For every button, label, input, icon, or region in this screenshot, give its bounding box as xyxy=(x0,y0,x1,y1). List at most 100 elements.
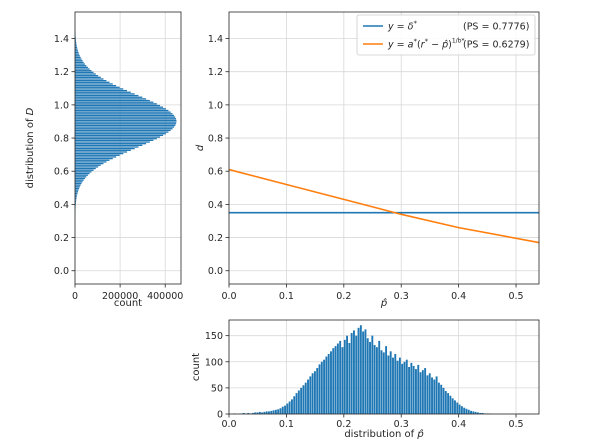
bottom-hist-bar xyxy=(330,351,332,414)
left-hist-bar xyxy=(75,199,77,201)
bottom-hist-bar xyxy=(421,370,424,414)
bottom-hist-bar xyxy=(341,347,344,414)
main-y-tick-label: 0.8 xyxy=(208,134,223,145)
bottom-hist-bar xyxy=(302,385,305,414)
left-axes-frame xyxy=(74,11,182,285)
bottom-hist-bar xyxy=(265,411,268,414)
bottom-hist-bar xyxy=(268,411,270,414)
left-hist-bar xyxy=(75,181,83,183)
bottom-hist-bar xyxy=(474,411,477,414)
bottom-hist-bar xyxy=(247,412,250,414)
left-hist-bar xyxy=(75,118,177,120)
bottom-hist-bar xyxy=(251,412,254,414)
left-hist-bar xyxy=(75,184,81,186)
bottom-hist-bar xyxy=(355,335,358,414)
left-hist-bar xyxy=(75,196,77,198)
left-y-tick-label: 0.0 xyxy=(54,266,69,277)
left-hist-bar xyxy=(75,129,171,132)
bottom-hist-bar xyxy=(449,395,452,414)
left-hist-bar xyxy=(75,103,157,105)
bottom-hist-bar xyxy=(263,411,266,414)
bottom-hist-bar xyxy=(398,357,401,414)
bottom-hist-bar xyxy=(309,376,312,414)
main-series-lines xyxy=(228,168,540,244)
left-hist-bar xyxy=(75,109,169,112)
main-x-tick-label: 0.2 xyxy=(336,291,351,302)
bottom-hist-bar xyxy=(320,361,323,414)
bottom-hist-bar xyxy=(410,362,413,414)
left-hist-bar xyxy=(75,71,94,74)
bottom-hist-bar xyxy=(313,371,316,414)
bottom-hist-bar xyxy=(428,373,431,414)
main-y-tick-label: 0.0 xyxy=(208,266,223,277)
bottom-hist-bar xyxy=(456,402,459,414)
main-x-tick-label: 0.4 xyxy=(451,291,466,302)
left-hist-bar xyxy=(75,166,99,168)
bottom-hist-bar xyxy=(394,353,397,414)
left-hist-bar xyxy=(75,133,166,135)
bottom-hist-bar xyxy=(284,405,287,414)
left-hist-bar xyxy=(75,106,164,108)
left-hist-bar xyxy=(75,124,176,127)
left-hist-bar xyxy=(75,171,92,173)
bottom-hist-bar xyxy=(415,369,417,414)
bottom-hist-bar xyxy=(424,368,427,414)
bottom-hist-bar xyxy=(318,364,321,414)
left-hist-bar xyxy=(75,134,164,137)
bottom-hist-bar xyxy=(396,360,399,414)
bottom-hist-bar xyxy=(293,396,296,414)
left-hist-bar xyxy=(75,143,147,145)
left-hist-bar xyxy=(75,187,80,190)
bottom-hist-bar xyxy=(437,382,440,414)
bottom-hist-bar xyxy=(477,412,479,414)
main-y-tick-label: 0.2 xyxy=(208,233,223,244)
main-x-axis-label: p̂ xyxy=(380,297,388,309)
left-hist-bar xyxy=(75,84,117,87)
legend-label-power: y = a*(r* − p̂)1/b* xyxy=(387,38,464,51)
bottom-hist-bar xyxy=(327,353,330,414)
left-hist-bar xyxy=(75,164,101,166)
left-hist-bar xyxy=(75,177,85,180)
left-hist-bar xyxy=(75,138,157,140)
left-hist-bar xyxy=(75,93,135,95)
left-hist-bar xyxy=(75,194,78,196)
bottom-x-tick-label: 0.2 xyxy=(336,419,351,430)
left-hist-bar xyxy=(75,152,124,155)
bottom-hist-bar xyxy=(389,351,392,414)
left-y-axis-label: distribution of D xyxy=(25,107,36,188)
bottom-hist-bar xyxy=(375,347,378,414)
bottom-hist-bar xyxy=(401,363,404,414)
bottom-hist-bar xyxy=(451,398,454,414)
bottom-hist-bar xyxy=(440,384,443,414)
left-hist-bar xyxy=(75,58,82,60)
bottom-hist-bar xyxy=(472,411,475,414)
left-hist-bar xyxy=(75,119,177,122)
left-hist-bar xyxy=(75,86,120,88)
bottom-hist-bar xyxy=(373,345,376,414)
left-hist-bar xyxy=(75,55,80,57)
left-hist-bar xyxy=(75,80,107,82)
bottom-y-tick-label: 150 xyxy=(205,331,223,342)
left-hist-bar xyxy=(75,46,78,49)
left-hist-bar xyxy=(75,139,154,142)
left-y-tick-label: 0.8 xyxy=(54,134,69,145)
left-y-ticks: 0.0 0.2 0.4 0.6 0.8 1.0 1.2 1.4 xyxy=(54,34,75,277)
bottom-hist-bar xyxy=(467,409,470,414)
bottom-hist-bar xyxy=(385,346,388,414)
left-hist-bar xyxy=(75,172,90,175)
bottom-hist-bar xyxy=(339,340,342,414)
main-y-tick-label: 1.4 xyxy=(208,34,223,45)
bottom-y-ticks: 0 50 100 150 xyxy=(205,331,229,421)
left-y-tick-label: 1.4 xyxy=(54,34,69,45)
bottom-hist-bar xyxy=(380,350,383,414)
left-hist-bar xyxy=(75,121,177,123)
bottom-hist-bar xyxy=(311,373,314,414)
bottom-hist-bar xyxy=(343,339,346,414)
bottom-hist-bar xyxy=(277,409,280,414)
left-hist-bar xyxy=(75,176,87,178)
bottom-hist-bar xyxy=(325,356,328,414)
left-hist-bar xyxy=(75,202,76,205)
bottom-axes-frame xyxy=(228,319,540,415)
bottom-y-tick-label: 0 xyxy=(217,410,223,421)
bottom-hist-bar xyxy=(470,410,473,414)
